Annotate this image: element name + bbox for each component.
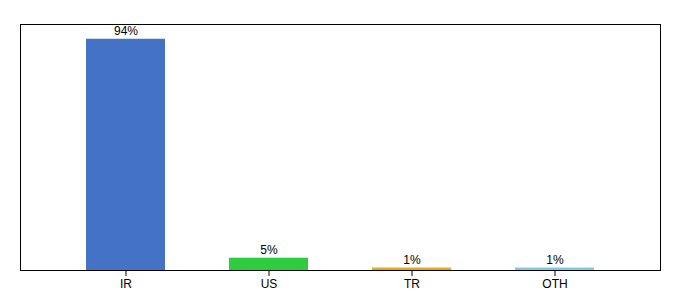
svg-text:1%: 1% xyxy=(546,253,564,267)
svg-text:94%: 94% xyxy=(114,24,138,38)
svg-text:5%: 5% xyxy=(260,243,278,257)
svg-text:OTH: OTH xyxy=(542,277,567,291)
svg-text:IR: IR xyxy=(120,277,132,291)
svg-text:TR: TR xyxy=(404,277,420,291)
svg-text:1%: 1% xyxy=(403,253,421,267)
svg-text:US: US xyxy=(261,277,278,291)
